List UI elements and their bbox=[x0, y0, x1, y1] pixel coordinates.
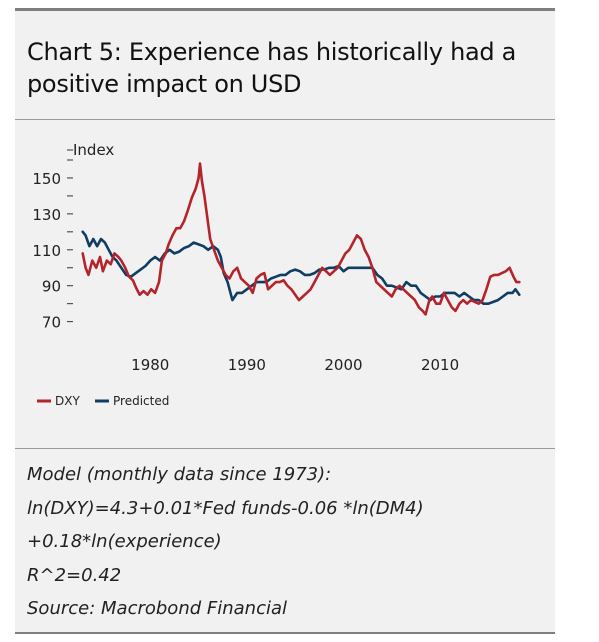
divider-bottom bbox=[15, 448, 555, 449]
y-axis-label: Index bbox=[73, 141, 114, 159]
y-tick-label-150: 150 bbox=[32, 170, 61, 188]
y-tick-label-130: 130 bbox=[32, 206, 61, 224]
line-chart: Index 70 90 110 130 150 1980 1990 2000 2010 DXY P… bbox=[32, 141, 521, 408]
series-layer bbox=[81, 162, 521, 316]
y-axis: Index 70 90 110 130 150 bbox=[32, 141, 114, 332]
top-rule bbox=[15, 8, 555, 11]
x-tick-label-2010: 2010 bbox=[421, 356, 459, 374]
chart-title: Chart 5: Experience has historically had… bbox=[27, 38, 517, 98]
x-axis: 1980 1990 2000 2010 bbox=[131, 356, 459, 374]
note-line-3: +0.18*ln(experience) bbox=[27, 531, 222, 552]
x-tick-label-1990: 1990 bbox=[228, 356, 266, 374]
x-tick-label-2000: 2000 bbox=[324, 356, 362, 374]
y-tick-label-110: 110 bbox=[32, 242, 61, 260]
note-line-4: R^2=0.42 bbox=[27, 564, 122, 586]
model-notes: Model (monthly data since 1973): ln(DXY)… bbox=[27, 458, 547, 626]
chart-card: Chart 5: Experience has historically had… bbox=[15, 8, 555, 634]
bottom-rule bbox=[15, 632, 555, 634]
divider-top bbox=[15, 119, 555, 120]
note-line-5: Source: Macrobond Financial bbox=[27, 598, 287, 619]
legend-label-predicted: Predicted bbox=[113, 394, 169, 408]
note-line-1: Model (monthly data since 1973): bbox=[27, 464, 332, 485]
y-tick-label-90: 90 bbox=[42, 278, 61, 296]
legend: DXY Predicted bbox=[37, 394, 169, 408]
y-tick-label-70: 70 bbox=[42, 314, 61, 332]
x-tick-label-1980: 1980 bbox=[131, 356, 169, 374]
note-line-2: ln(DXY)=4.3+0.01*Fed funds-0.06 *ln(DM4) bbox=[27, 497, 424, 519]
series-line-dxy bbox=[81, 162, 521, 316]
series-line-predicted bbox=[81, 230, 521, 305]
legend-label-dxy: DXY bbox=[55, 394, 80, 408]
